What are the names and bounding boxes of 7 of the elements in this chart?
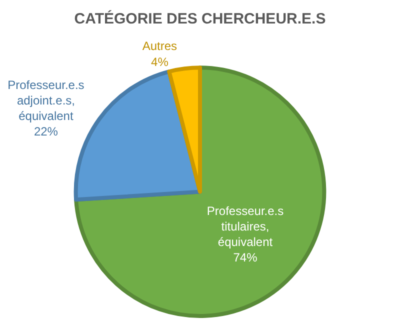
chart-title: CATÉGORIE DES CHERCHEUR.E.S — [74, 9, 326, 28]
slice-label: Autres — [142, 39, 178, 54]
data-label: 22% — [34, 124, 58, 139]
slice-label: Professeur.e.s titulaires, équivalent — [206, 204, 284, 250]
data-label: 4% — [151, 54, 169, 69]
data-label: 74% — [233, 250, 258, 265]
slice-label: Professeur.e.s adjoint.e.s, équivalent — [8, 78, 84, 124]
